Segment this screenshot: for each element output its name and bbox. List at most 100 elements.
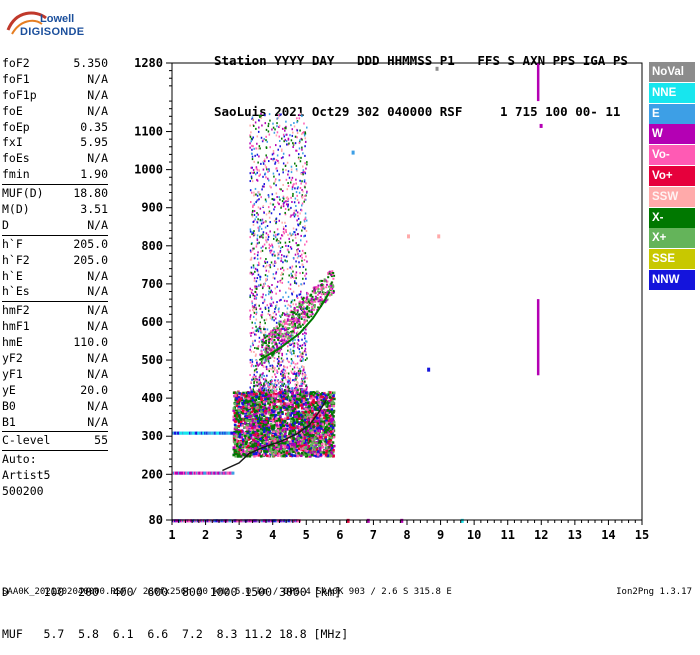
artist-code: 500200 [2,484,44,499]
echo-point [316,403,319,407]
echo-point [315,448,319,451]
echo-point [288,407,292,410]
echo-point [296,117,298,120]
echo-point [302,299,305,302]
echo-point [224,431,227,435]
echo-point [257,519,260,523]
echo-point [264,384,266,387]
echo-point [302,169,305,172]
echo-point [304,337,306,340]
echo-point [240,519,243,523]
echo-point [249,296,251,299]
echo-point [252,315,255,318]
echo-point [288,433,291,436]
echo-point [271,382,273,385]
echo-point [245,406,248,410]
echo-point [272,159,274,162]
echo-point [263,403,267,407]
echo-point [271,198,274,201]
echo-point [267,306,270,309]
echo-point [293,352,295,355]
echo-point [261,311,264,314]
param-name: hmE [2,335,23,350]
echo-point [216,471,219,475]
echo-point [261,340,263,343]
echo-point [292,379,294,382]
echo-point [236,428,240,432]
echo-point [267,424,271,427]
echo-point [288,402,292,406]
echo-point [295,412,299,415]
echo-point [213,519,216,523]
echo-point [305,413,309,416]
echo-point [229,431,232,435]
echo-point [302,171,304,174]
echo-point [283,420,287,423]
echo-point [286,260,288,263]
echo-point [280,370,283,373]
echo-point [310,395,313,398]
echo-point [258,198,260,201]
echo-point [293,277,295,280]
echo-point [246,432,249,436]
echo-point [281,368,284,371]
echo-point [315,426,319,430]
echo-point [315,454,318,458]
echo-point [303,252,305,255]
echo-point [318,435,322,439]
echo-point [293,209,296,212]
echo-point [282,430,286,433]
echo-point [301,202,304,205]
echo-point [238,433,242,436]
echo-point [292,184,294,187]
echo-point [304,421,307,425]
echo-point [296,121,298,124]
echo-point [267,368,269,371]
echo-point [283,389,286,392]
echo-point [252,223,255,226]
echo-point [278,357,280,360]
echo-point [292,417,295,420]
echo-point [285,255,288,258]
echo-point [304,451,308,455]
echo-point [187,519,190,523]
echo-point [233,423,237,427]
echo-point [235,404,239,408]
echo-point [246,409,250,412]
echo-point [292,290,295,293]
echo-point [252,519,255,523]
echo-point [265,427,269,430]
echo-point [314,407,318,410]
echo-point [241,441,244,445]
echo-point [186,519,189,523]
echo-point [270,378,273,381]
echo-point [269,302,271,305]
echo-point [269,413,273,417]
echo-point [269,291,272,294]
echo-point [309,403,313,407]
echo-point [286,300,288,303]
echo-point [279,447,282,450]
echo-point [260,420,264,423]
echo-point [319,450,323,454]
echo-point [297,186,299,189]
echo-point [312,391,315,394]
echo-point [250,350,253,353]
echo-point [234,443,237,446]
echo-point [243,401,246,405]
echo-point [247,397,250,400]
echo-point [300,397,304,400]
echo-point [264,392,268,395]
echo-point [295,178,297,181]
echo-point [262,231,265,234]
echo-point [302,311,305,314]
echo-point [173,519,176,523]
echo-point [273,208,275,211]
echo-point [289,377,291,380]
echo-point [301,365,304,368]
echo-point [257,364,259,367]
echo-point [261,519,264,523]
echo-point [263,185,265,188]
echo-point [233,411,236,415]
echo-point [285,519,288,523]
